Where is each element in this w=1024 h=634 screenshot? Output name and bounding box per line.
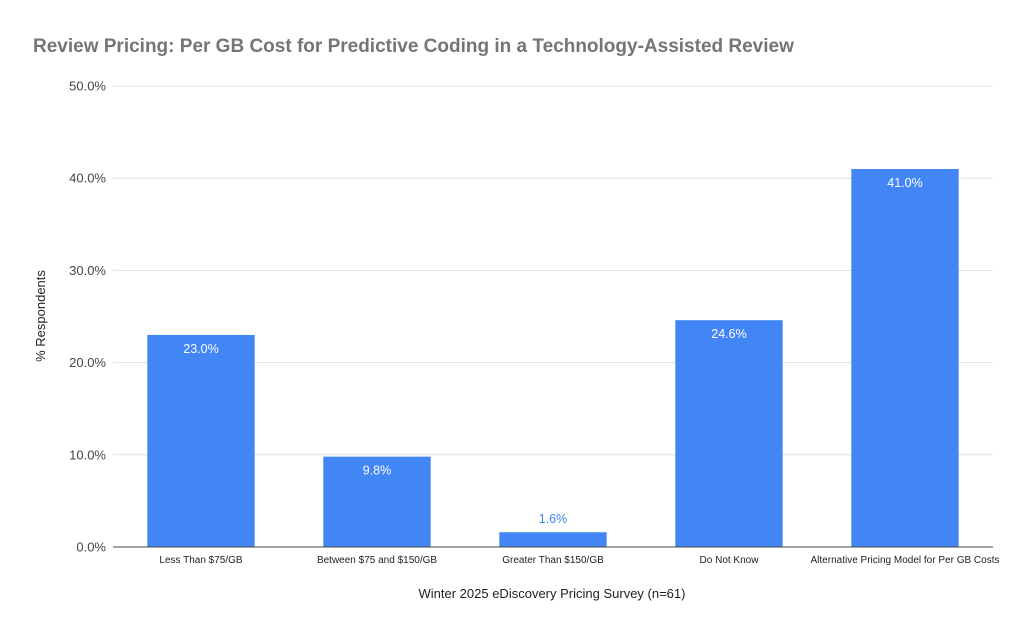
y-axis-title: % Respondents xyxy=(33,270,48,362)
data-label: 24.6% xyxy=(711,327,746,341)
data-label: 1.6% xyxy=(539,512,568,526)
x-category-label: Alternative Pricing Model for Per GB Cos… xyxy=(811,555,1000,566)
x-category-label: Greater Than $150/GB xyxy=(502,555,604,566)
y-tick-label: 10.0% xyxy=(69,447,106,462)
y-tick-label: 30.0% xyxy=(69,263,106,278)
y-axis-ticks: 0.0% 10.0% 20.0% 30.0% 40.0% 50.0% xyxy=(69,79,106,555)
data-label: 23.0% xyxy=(183,342,218,356)
x-axis-categories: Less Than $75/GB Between $75 and $150/GB G… xyxy=(159,555,999,566)
bar xyxy=(147,334,255,547)
data-labels: 23.0% 9.8% 1.6% 24.6% 41.0% xyxy=(183,176,922,526)
bar xyxy=(323,456,431,547)
y-tick-label: 40.0% xyxy=(69,171,106,186)
x-category-label: Less Than $75/GB xyxy=(159,555,243,566)
x-axis-title: Winter 2025 eDiscovery Pricing Survey (n… xyxy=(419,586,686,601)
bar xyxy=(675,320,783,547)
y-tick-label: 0.0% xyxy=(76,540,106,555)
chart-title: Review Pricing: Per GB Cost for Predicti… xyxy=(33,36,794,57)
gridlines xyxy=(113,85,993,456)
x-category-label: Between $75 and $150/GB xyxy=(317,555,437,566)
data-label: 9.8% xyxy=(363,464,392,478)
x-category-label: Do Not Know xyxy=(700,555,760,566)
bar xyxy=(851,168,959,548)
bars xyxy=(147,168,959,548)
data-label: 41.0% xyxy=(887,176,922,190)
y-tick-label: 50.0% xyxy=(69,79,106,94)
y-tick-label: 20.0% xyxy=(69,355,106,370)
bar xyxy=(499,532,607,547)
